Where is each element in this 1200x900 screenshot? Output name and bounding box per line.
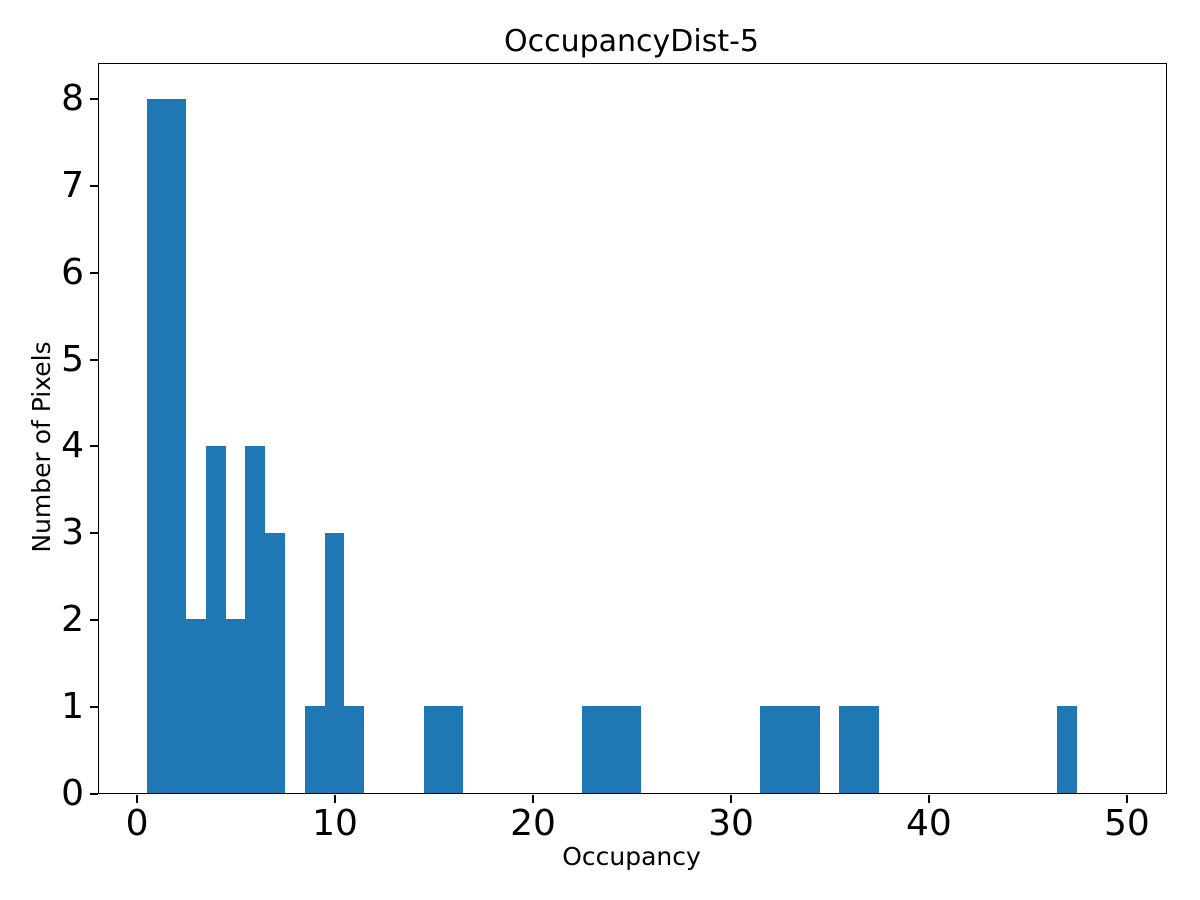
histogram-bar: [265, 533, 285, 793]
y-tick-mark: [90, 185, 98, 187]
y-tick-mark: [90, 792, 98, 795]
plot-area: [98, 63, 1167, 794]
y-tick-label: 5: [61, 338, 84, 380]
x-tick-label: 0: [125, 803, 149, 844]
histogram-bar: [839, 706, 859, 793]
x-tick-label: 10: [312, 803, 358, 844]
y-tick-mark: [90, 271, 98, 274]
histogram-bar: [582, 706, 602, 793]
histogram-bar: [622, 706, 641, 793]
y-tick-mark: [90, 618, 98, 621]
y-tick-label: 1: [61, 685, 84, 727]
y-tick-mark: [90, 358, 98, 361]
histogram-bar: [424, 706, 443, 793]
y-tick-label: 8: [61, 78, 84, 120]
y-tick-label: 3: [61, 512, 84, 554]
y-tick-label: 2: [61, 598, 84, 640]
y-tick-label: 6: [61, 251, 84, 293]
y-tick-mark: [90, 532, 98, 535]
y-tick-label: 7: [61, 165, 84, 206]
histogram-bar: [760, 706, 780, 793]
histogram-bar: [325, 533, 344, 793]
histogram-bar: [305, 706, 325, 793]
x-tick-mark: [136, 795, 139, 803]
histogram-bar: [206, 446, 226, 793]
histogram-bar: [344, 706, 364, 793]
y-tick-mark: [90, 98, 98, 101]
histogram-bar: [800, 706, 820, 793]
histogram-bar: [245, 446, 265, 793]
histogram-bar: [602, 706, 622, 793]
histogram-bar: [780, 706, 800, 793]
x-tick-label: 40: [906, 803, 952, 844]
x-axis-label: Occupancy: [562, 842, 701, 871]
histogram-bar: [166, 99, 186, 793]
x-tick-mark: [729, 795, 732, 803]
histogram-bar: [186, 619, 206, 793]
y-tick-mark: [90, 705, 98, 708]
y-tick-label: 4: [61, 425, 84, 467]
histogram-bar: [859, 706, 879, 793]
histogram-bar: [443, 706, 463, 793]
x-tick-label: 50: [1104, 803, 1150, 844]
y-tick-label: 0: [61, 772, 84, 814]
x-tick-mark: [927, 795, 930, 803]
x-tick-mark: [1125, 795, 1128, 803]
chart-title: OccupancyDist-5: [503, 24, 760, 59]
x-tick-mark: [334, 795, 337, 803]
x-tick-mark: [532, 795, 535, 803]
y-tick-mark: [90, 445, 98, 448]
histogram-bar: [1057, 706, 1077, 793]
histogram-bar: [147, 99, 166, 793]
x-tick-label: 30: [708, 803, 754, 844]
histogram-bar: [226, 619, 245, 793]
x-tick-label: 20: [510, 803, 556, 844]
